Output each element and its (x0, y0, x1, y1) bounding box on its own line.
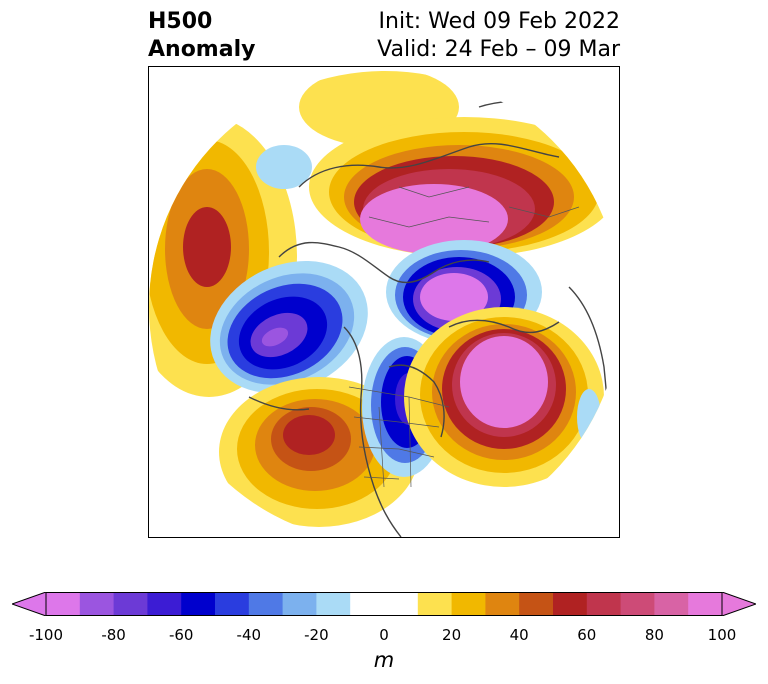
colorbar-tick-label: -60 (168, 626, 194, 644)
colorbar-cell (586, 592, 622, 616)
colorbar-tick-label: 40 (509, 626, 529, 644)
colorbar-tick-label: 0 (379, 626, 389, 644)
colorbar-unit: m (373, 648, 395, 672)
colorbar-tick-label: 80 (644, 626, 664, 644)
gulf-of-alaska-negative-anomaly (210, 260, 368, 394)
colorbar-extend-high (721, 592, 756, 616)
colorbar-cell (485, 592, 520, 616)
colorbar-cell (451, 592, 486, 616)
europe-weak-negative (577, 389, 601, 445)
arctic-weak-negative (256, 145, 312, 189)
colorbar-cell (181, 592, 216, 616)
colorbar-cell (620, 592, 655, 616)
political-borders (348, 186, 580, 488)
colorbar-tick-label: -40 (236, 626, 262, 644)
colorbar-cell (147, 592, 182, 616)
init-date: Init: Wed 09 Feb 2022 (378, 9, 620, 34)
colorbar-cell (248, 592, 284, 616)
eurasia-positive-anomaly (299, 71, 619, 257)
colorbar-cell (519, 592, 554, 616)
colorbar-cell (46, 592, 81, 616)
colorbar-tick-label: -80 (101, 626, 126, 644)
north-atlantic-positive-anomaly (404, 307, 604, 487)
colorbar-tick-label: -20 (304, 626, 329, 644)
forecast-dates: Init: Wed 09 Feb 2022 Valid: 24 Feb – 09… (377, 8, 620, 64)
coastlines (248, 100, 615, 537)
colorbar-cell (688, 592, 723, 616)
colorbar-cell (553, 592, 588, 616)
colorbar-cell (113, 592, 148, 616)
colorbar-tick-label: 100 (707, 626, 737, 644)
map-panel (148, 66, 620, 538)
colorbar-extend-low (12, 592, 47, 616)
title-line-type: Anomaly (148, 37, 256, 62)
colorbar-tick-label: -100 (28, 626, 64, 644)
colorbar-cell (384, 592, 419, 616)
colorbar-tick-label: 60 (577, 626, 597, 644)
colorbar-cell (316, 592, 351, 616)
colorbar-cell (350, 592, 385, 616)
colorbar (12, 592, 756, 616)
colorbar-cell (282, 592, 317, 616)
colorbar-tick-label: 20 (442, 626, 462, 644)
anomaly-map (149, 71, 619, 537)
colorbar-cell (215, 592, 250, 616)
colorbar-cell (417, 592, 453, 616)
map-title: H500 Anomaly (148, 8, 255, 64)
colorbar-cell (654, 592, 689, 616)
valid-range: Valid: 24 Feb – 09 Mar (377, 37, 620, 62)
colorbar-cell (79, 592, 115, 616)
title-line-variable: H500 (148, 9, 213, 34)
